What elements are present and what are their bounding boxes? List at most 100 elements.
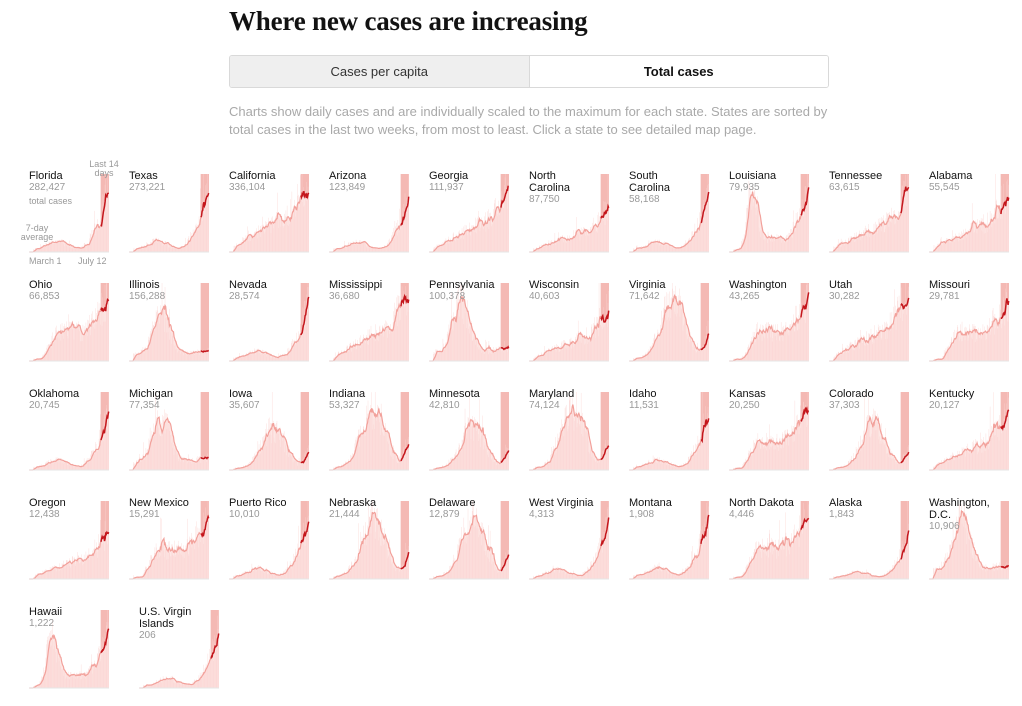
- state-card[interactable]: Illinois 156,288: [129, 279, 213, 379]
- state-total-cases: 30,282: [829, 291, 860, 302]
- recent-average-line: [400, 551, 410, 570]
- state-sparkline: [229, 174, 310, 253]
- recent-average-line: [500, 554, 510, 572]
- state-card[interactable]: Arizona 123,849: [329, 170, 413, 270]
- last-14-days-band: [900, 392, 909, 470]
- state-sparkline: [229, 392, 310, 471]
- state-total-cases: 10,010: [229, 509, 260, 520]
- state-card[interactable]: Nevada 28,574: [229, 279, 313, 379]
- state-card[interactable]: Kentucky 20,127: [929, 388, 1013, 488]
- state-card[interactable]: North Carolina 87,750: [529, 170, 613, 270]
- state-card[interactable]: New Mexico 15,291: [129, 497, 213, 597]
- state-name: Kansas: [729, 388, 766, 400]
- last-14-days-band: [500, 501, 509, 579]
- state-card[interactable]: Utah 30,282: [829, 279, 913, 379]
- state-card[interactable]: Florida 282,427: [29, 170, 113, 270]
- state-card[interactable]: Michigan 77,354: [129, 388, 213, 488]
- state-name: Mississippi: [329, 279, 383, 291]
- state-card[interactable]: Virginia 71,642: [629, 279, 713, 379]
- state-total-cases: 28,574: [229, 291, 260, 302]
- recent-average-line: [900, 451, 910, 464]
- state-total-cases: 20,250: [729, 400, 760, 411]
- state-card[interactable]: Pennsylvania 100,378: [429, 279, 513, 379]
- state-sparkline: [429, 392, 510, 471]
- total-cases-button[interactable]: Total cases: [529, 56, 828, 87]
- state-card[interactable]: Delaware 12,879: [429, 497, 513, 597]
- recent-average-line: [800, 292, 810, 318]
- average-line: [629, 222, 702, 253]
- state-card[interactable]: Missouri 29,781: [929, 279, 1013, 379]
- cases-per-capita-button[interactable]: Cases per capita: [230, 56, 530, 87]
- average-line: [829, 305, 902, 362]
- recent-average-line: [500, 450, 510, 464]
- state-total-cases: 111,937: [429, 182, 464, 193]
- state-card[interactable]: Indiana 53,327: [329, 388, 413, 488]
- average-line: [29, 309, 102, 362]
- state-sparkline: [529, 174, 610, 253]
- state-card[interactable]: Kansas 20,250: [729, 388, 813, 488]
- recent-average-line: [600, 517, 610, 547]
- average-line: [529, 315, 602, 362]
- recent-average-line: [200, 192, 210, 218]
- state-card[interactable]: South Carolina 58,168: [629, 170, 713, 270]
- state-total-cases: 66,853: [29, 291, 60, 302]
- state-sparkline: [729, 174, 810, 253]
- last-14-days-band: [400, 501, 409, 579]
- state-total-cases: 282,427: [29, 182, 66, 193]
- state-card[interactable]: Nebraska 21,444: [329, 497, 413, 597]
- state-name: Nevada: [229, 279, 267, 291]
- last-14-days-band: [500, 283, 509, 361]
- state-card[interactable]: Colorado 37,303: [829, 388, 913, 488]
- state-card[interactable]: Puerto Rico 10,010: [229, 497, 313, 597]
- state-sparkline: [329, 283, 410, 362]
- recent-average-line: [800, 187, 810, 216]
- state-total-cases: 20,745: [29, 400, 60, 411]
- state-card[interactable]: Mississippi 36,680: [329, 279, 413, 379]
- average-area: [29, 411, 109, 470]
- metric-toggle[interactable]: Cases per capita Total cases: [229, 55, 829, 88]
- state-total-cases: 43,265: [729, 291, 760, 302]
- state-card[interactable]: Georgia 111,937: [429, 170, 513, 270]
- average-line: [29, 439, 102, 471]
- average-area: [629, 418, 709, 470]
- state-name: Colorado: [829, 388, 874, 400]
- state-sparkline: [429, 501, 510, 580]
- recent-average-line: [300, 521, 310, 544]
- recent-average-line: [700, 191, 710, 224]
- state-card[interactable]: Ohio 66,853: [29, 279, 113, 379]
- state-card[interactable]: Texas 273,221: [129, 170, 213, 270]
- last-14-days-band: [200, 392, 209, 470]
- state-card[interactable]: Wisconsin 40,603: [529, 279, 613, 379]
- average-line: [929, 316, 1002, 362]
- state-sparkline: [729, 283, 810, 362]
- state-name: Delaware: [429, 497, 476, 509]
- state-total-cases: 21,444: [329, 509, 360, 520]
- state-name: Texas: [129, 170, 158, 182]
- state-card[interactable]: Iowa 35,607: [229, 388, 313, 488]
- state-card[interactable]: Oklahoma 20,745: [29, 388, 113, 488]
- state-card[interactable]: Washington 43,265: [729, 279, 813, 379]
- state-card[interactable]: California 336,104: [229, 170, 313, 270]
- state-total-cases: 79,935: [729, 182, 760, 193]
- state-card[interactable]: West Virginia 4,313: [529, 497, 613, 597]
- state-card[interactable]: Minnesota 42,810: [429, 388, 513, 488]
- state-card[interactable]: Idaho 11,531: [629, 388, 713, 488]
- state-sparkline: [229, 501, 310, 580]
- state-name: North Carolina: [529, 170, 570, 194]
- state-card[interactable]: Montana 1,908: [629, 497, 713, 597]
- state-card[interactable]: Maryland 74,124: [529, 388, 613, 488]
- state-card[interactable]: Louisiana 79,935: [729, 170, 813, 270]
- average-line: [929, 204, 1002, 253]
- state-card[interactable]: Alabama 55,545: [929, 170, 1013, 270]
- state-total-cases: 58,168: [629, 194, 660, 205]
- state-card[interactable]: Tennessee 63,615: [829, 170, 913, 270]
- recent-average-line: [700, 333, 710, 351]
- state-sparkline: [129, 501, 210, 580]
- recent-average-line: [1000, 196, 1010, 215]
- state-card[interactable]: Oregon 12,438: [29, 497, 113, 597]
- recent-average-line: [500, 345, 510, 351]
- state-name: California: [229, 170, 276, 182]
- average-line: [29, 223, 102, 253]
- state-name: Minnesota: [429, 388, 480, 400]
- average-line: [129, 217, 202, 253]
